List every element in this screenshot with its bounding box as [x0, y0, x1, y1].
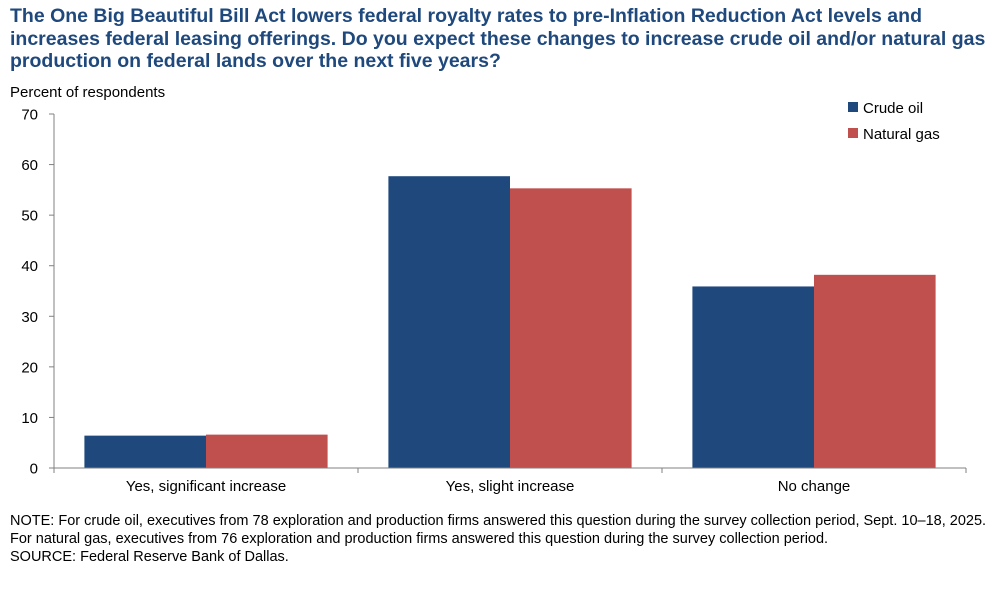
legend-swatch [848, 102, 858, 112]
x-tick-label: Yes, slight increase [446, 478, 575, 495]
legend-label: Crude oil [863, 100, 923, 117]
x-tick-label: No change [778, 478, 851, 495]
y-tick-label: 40 [21, 258, 38, 275]
y-tick-label: 30 [21, 309, 38, 326]
legend-swatch [848, 128, 858, 138]
source-text: SOURCE: Federal Reserve Bank of Dallas. [10, 549, 289, 565]
legend: Crude oil Natural gas [848, 100, 940, 143]
chart-title: The One Big Beautiful Bill Act lowers fe… [10, 5, 986, 72]
footnote: NOTE: For crude oil, executives from 78 … [10, 512, 995, 566]
y-tick-label: 20 [21, 359, 38, 376]
bar-crude-oil [692, 286, 814, 468]
bar-natural-gas [814, 274, 936, 468]
x-axis: Yes, significant increase Yes, slight inc… [53, 467, 967, 495]
bar-natural-gas [206, 434, 328, 468]
bar-crude-oil [84, 435, 206, 468]
y-tick-label: 50 [21, 208, 38, 225]
y-axis: 0 10 20 30 40 50 60 70 [21, 107, 55, 478]
y-tick-label: 0 [30, 461, 38, 478]
y-tick-label: 60 [21, 157, 38, 174]
bars [84, 176, 936, 468]
y-tick-label: 10 [21, 410, 38, 427]
bar-crude-oil [388, 176, 510, 468]
x-tick-label: Yes, significant increase [126, 478, 286, 495]
bar-natural-gas [510, 188, 632, 468]
y-axis-label: Percent of respondents [10, 84, 166, 101]
note-text: NOTE: For crude oil, executives from 78 … [10, 513, 987, 547]
y-tick-label: 70 [21, 107, 38, 124]
legend-label: Natural gas [863, 126, 940, 143]
